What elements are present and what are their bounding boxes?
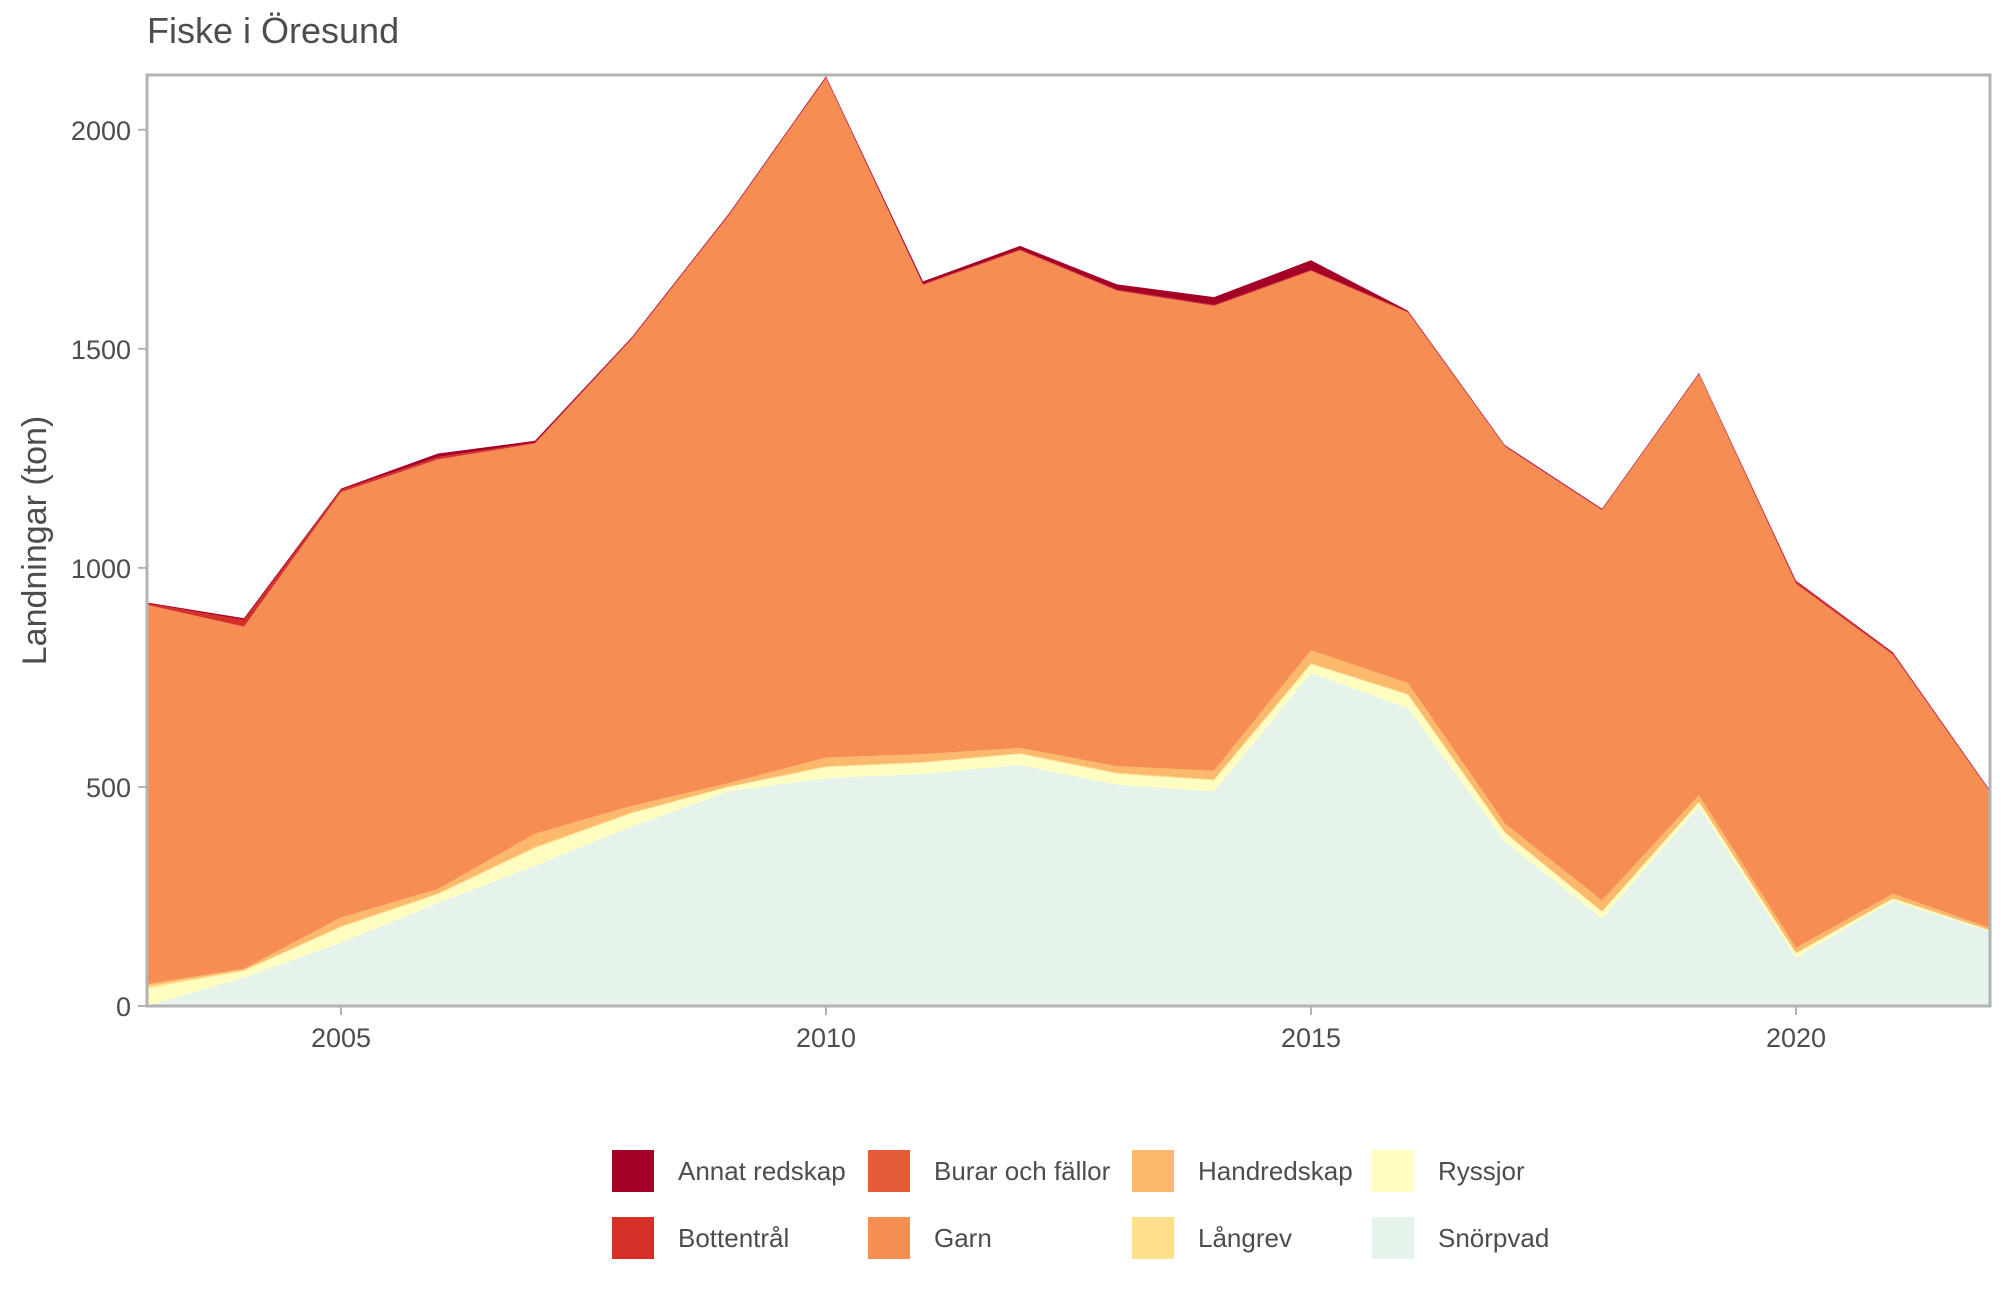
legend-item: Annat redskap (612, 1150, 846, 1192)
legend-label: Långrev (1198, 1222, 1292, 1253)
legend-swatch (1132, 1150, 1174, 1192)
areas-layer (147, 76, 1990, 1006)
y-tick-label: 2000 (71, 116, 131, 146)
legend-item: Långrev (1132, 1217, 1292, 1259)
legend-label: Annat redskap (678, 1155, 846, 1186)
y-axis-title: Landningar (ton) (16, 416, 54, 666)
legend-swatch (1372, 1150, 1414, 1192)
chart-title: Fiske i Öresund (147, 10, 400, 51)
legend-swatch (868, 1150, 910, 1192)
area-garn (147, 78, 1990, 985)
legend-swatch (612, 1217, 654, 1259)
legend-swatch (1372, 1217, 1414, 1259)
legend-label: Burar och fällor (934, 1155, 1111, 1186)
y-tick-label: 1500 (71, 335, 131, 365)
legend-item: Handredskap (1132, 1150, 1353, 1192)
legend-label: Bottentrål (678, 1222, 790, 1253)
legend-swatch (612, 1150, 654, 1192)
legend-item: Bottentrål (612, 1217, 789, 1259)
legend-item: Snörpvad (1372, 1217, 1549, 1259)
legend-item: Garn (868, 1217, 992, 1259)
panel-border (145, 73, 1992, 1008)
area-snörpvad (147, 673, 1990, 1006)
legend-swatch (868, 1217, 910, 1259)
legend-label: Snörpvad (1438, 1222, 1550, 1253)
x-tick-label: 2015 (1281, 1023, 1341, 1053)
legend-label: Handredskap (1198, 1155, 1353, 1186)
x-tick-label: 2020 (1766, 1023, 1826, 1053)
legend-swatch (1132, 1217, 1174, 1259)
legend-label: Garn (934, 1222, 992, 1253)
legend-label: Ryssjor (1438, 1155, 1525, 1186)
y-tick-label: 500 (86, 773, 131, 803)
x-tick-label: 2005 (311, 1023, 371, 1053)
axes-layer: 2005 2010 2015 2020 0 500 1000 1500 2000 (71, 116, 1826, 1053)
y-tick-label: 1000 (71, 554, 131, 584)
legend-item: Burar och fällor (868, 1150, 1110, 1192)
x-tick-label: 2010 (796, 1023, 856, 1053)
legend-item: Ryssjor (1372, 1150, 1525, 1192)
y-tick-label: 0 (116, 992, 131, 1022)
